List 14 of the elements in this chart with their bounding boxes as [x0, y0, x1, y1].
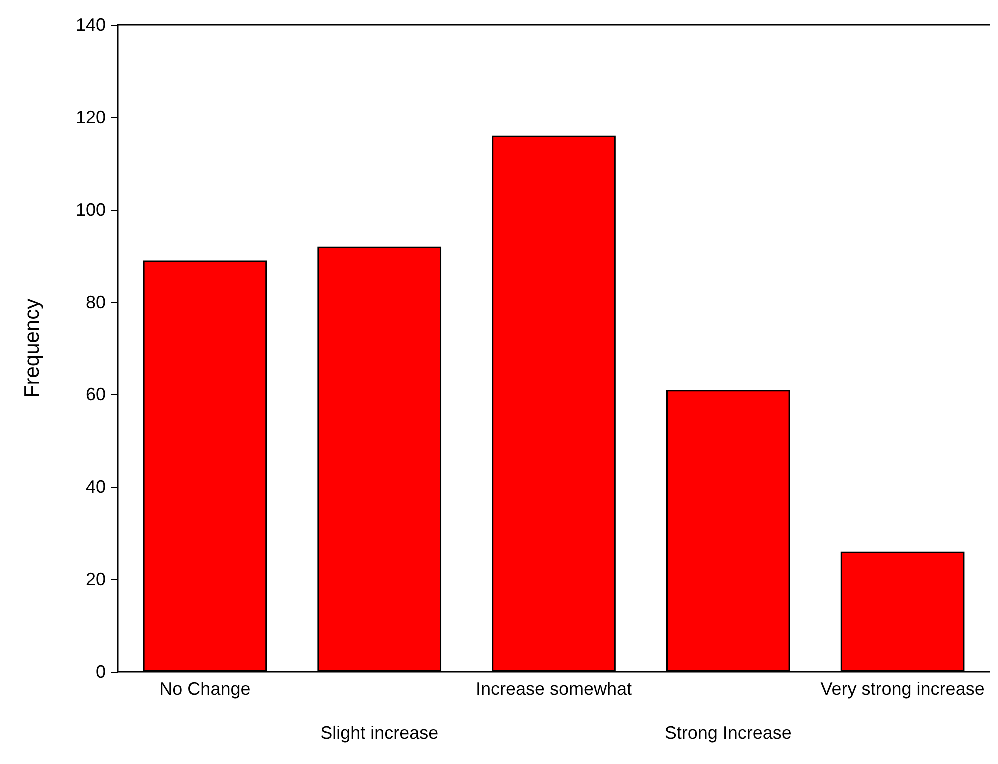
x-tick-label: Slight increase: [320, 723, 439, 743]
y-tick-label: 140: [76, 15, 106, 35]
y-tick-label: 40: [86, 477, 106, 498]
y-tick-label: 20: [86, 570, 106, 590]
y-tick-label: 80: [86, 292, 106, 312]
y-axis-title: Frequency: [21, 298, 44, 398]
x-tick-label: Increase somewhat: [476, 679, 632, 699]
y-tick-label: 0: [96, 662, 106, 682]
x-tick-label: No Change: [160, 679, 251, 699]
y-tick-label: 120: [76, 107, 106, 128]
x-tick-label: Strong Increase: [664, 723, 792, 743]
x-tick-label: Very strong increase: [820, 679, 985, 699]
y-tick-label: 100: [76, 200, 106, 220]
y-tick-label: 60: [86, 384, 106, 405]
